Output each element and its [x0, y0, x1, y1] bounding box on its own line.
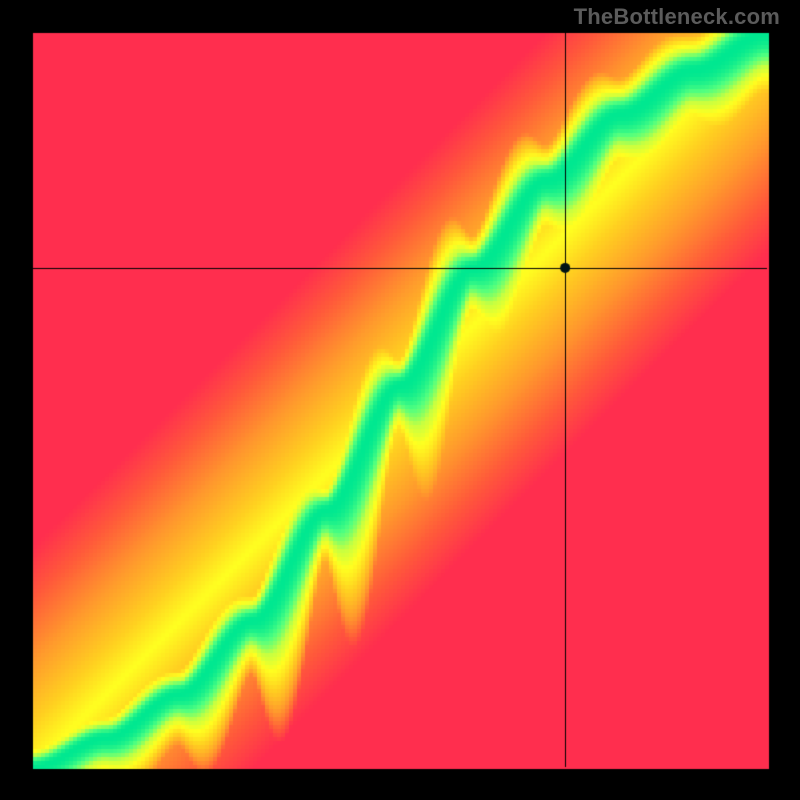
chart-container: TheBottleneck.com [0, 0, 800, 800]
bottleneck-heatmap [0, 0, 800, 800]
attribution-label: TheBottleneck.com [574, 4, 780, 30]
